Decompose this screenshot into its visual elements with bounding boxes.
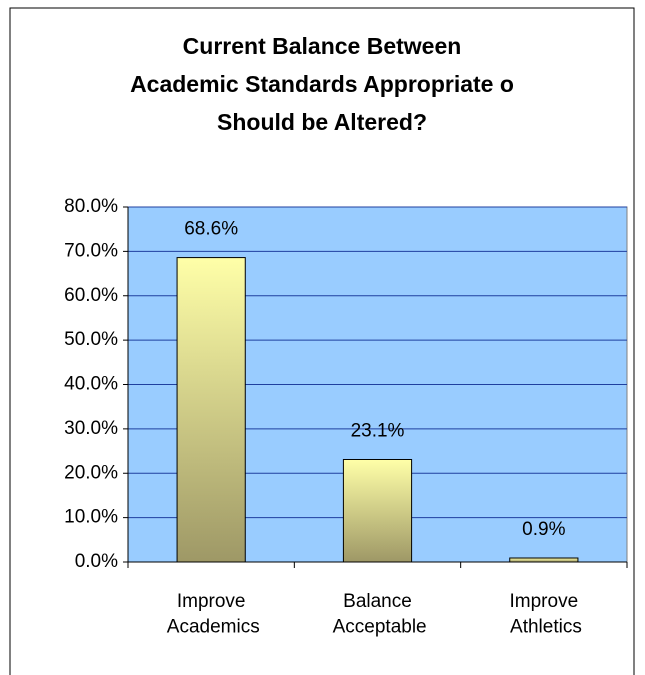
data-label: 0.9% bbox=[522, 519, 565, 540]
bar bbox=[509, 557, 579, 563]
x-tick-label: Balance Acceptable bbox=[328, 591, 426, 638]
chart-border bbox=[9, 7, 635, 675]
bar bbox=[342, 458, 413, 563]
y-tick-label: 50.0% bbox=[64, 329, 118, 350]
y-tick-label: 30.0% bbox=[64, 418, 118, 439]
chart-title: Should be Altered? bbox=[217, 109, 427, 135]
chart-title: Academic Standards Appropriate o bbox=[130, 71, 514, 97]
chart-title: Current Balance Between bbox=[183, 33, 462, 59]
x-tick-label: Improve Athletics bbox=[506, 591, 582, 638]
y-tick-label: 40.0% bbox=[64, 374, 118, 395]
data-label: 23.1% bbox=[351, 421, 405, 442]
y-tick-label: 80.0% bbox=[64, 196, 118, 217]
y-tick-label: 60.0% bbox=[64, 285, 118, 306]
y-tick-label: 0.0% bbox=[75, 551, 118, 572]
x-tick-label: Improve Academics bbox=[163, 591, 260, 638]
data-label: 68.6% bbox=[184, 219, 238, 240]
bar bbox=[176, 257, 246, 563]
y-tick-label: 70.0% bbox=[64, 240, 118, 261]
y-tick-label: 20.0% bbox=[64, 462, 118, 483]
y-tick-label: 10.0% bbox=[64, 507, 118, 528]
